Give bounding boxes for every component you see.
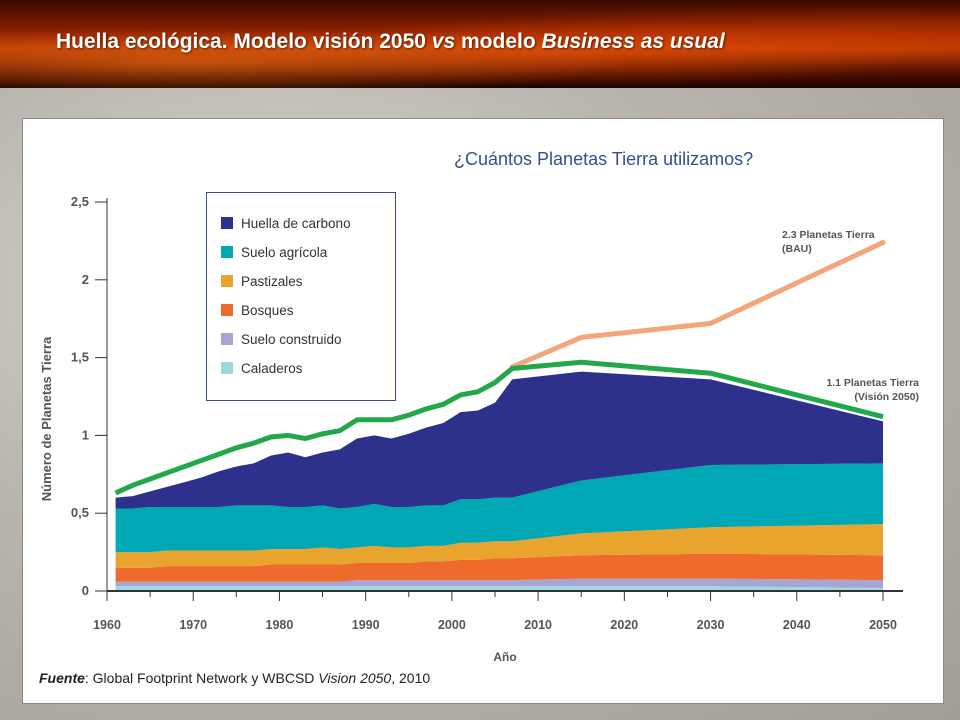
vision-annotation-line2: (Visión 2050) (854, 391, 919, 403)
area-construido (115, 578, 884, 588)
legend-label: Pastizales (241, 273, 303, 289)
x-tick-label: 2030 (697, 618, 725, 632)
x-axis-label: Año (493, 650, 516, 664)
legend-label: Bosques (241, 302, 294, 318)
legend-swatch-agricola (221, 246, 233, 258)
area-bosques (115, 553, 884, 582)
bau-line (509, 240, 886, 370)
y-tick-label: 0,5 (71, 505, 89, 520)
x-tick-label: 1980 (266, 618, 294, 632)
legend-swatch-construido (221, 333, 233, 345)
x-tick-label: 2050 (869, 618, 897, 632)
area-pastizales (115, 524, 884, 568)
y-tick-label: 0 (82, 583, 89, 598)
chart-panel: ¿Cuántos Planetas Tierra utilizamos? Núm… (22, 118, 944, 704)
legend-label: Suelo construido (241, 331, 342, 347)
legend-item-pastizales: Pastizales (221, 272, 303, 290)
chart: ¿Cuántos Planetas Tierra utilizamos? Núm… (39, 149, 919, 664)
legend-item-agricola: Suelo agrícola (221, 243, 327, 261)
x-tick-label: 2000 (438, 618, 466, 632)
y-axis-label: Número de Planetas Tierra (39, 336, 54, 501)
header-banner: Huella ecológica. Modelo visión 2050 vs … (0, 0, 960, 88)
x-tick-label: 2010 (524, 618, 552, 632)
legend-item-bosques: Bosques (221, 301, 294, 319)
area-caladeros (115, 586, 884, 591)
vision-2050-line (114, 359, 884, 496)
source-note: Fuente: Global Footprint Network y WBCSD… (39, 670, 431, 686)
x-tick-label: 1970 (179, 618, 207, 632)
vision-annotation-line1: 1.1 Planetas Tierra (826, 377, 919, 389)
x-tick-label: 2040 (783, 618, 811, 632)
legend-label: Caladeros (241, 360, 303, 376)
legend-swatch-caladeros (221, 362, 233, 374)
y-tick-label: 1,5 (71, 350, 89, 365)
y-tick-label: 2 (82, 272, 89, 287)
x-tick-label: 2020 (610, 618, 638, 632)
legend-label: Huella de carbono (241, 215, 351, 231)
bau-annotation-line2: (BAU) (782, 243, 812, 255)
legend-item-construido: Suelo construido (221, 330, 342, 348)
legend-item-carbono: Huella de carbono (221, 214, 351, 232)
area-carbono (115, 371, 884, 509)
legend-swatch-pastizales (221, 275, 233, 287)
bau-annotation-line1: 2.3 Planetas Tierra (782, 229, 875, 241)
chart-legend: Huella de carbono Suelo agrícola Pastiza… (206, 192, 396, 401)
legend-item-caladeros: Caladeros (221, 359, 303, 377)
legend-swatch-carbono (221, 217, 233, 229)
legend-label: Suelo agrícola (241, 244, 328, 260)
legend-swatch-bosques (221, 304, 233, 316)
y-tick-label: 2,5 (71, 194, 89, 209)
y-tick-label: 1 (82, 427, 89, 442)
chart-title: ¿Cuántos Planetas Tierra utilizamos? (454, 149, 753, 169)
x-tick-label: 1960 (93, 618, 121, 632)
x-tick-label: 1990 (352, 618, 380, 632)
page-title: Huella ecológica. Modelo visión 2050 vs … (56, 30, 725, 53)
area-agricola (115, 463, 884, 553)
